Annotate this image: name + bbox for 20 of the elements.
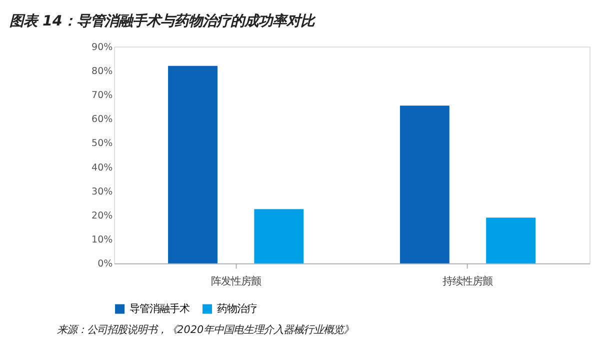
bar — [168, 66, 218, 264]
y-tick-label: 80% — [92, 66, 113, 77]
x-tick-label: 阵发性房颤 — [210, 276, 261, 288]
y-tick-label: 60% — [92, 114, 113, 126]
chart-title: 图表 14：导管消融手术与药物治疗的成功率对比 — [10, 12, 316, 30]
y-tick-label: 10% — [92, 234, 113, 246]
y-tick-label: 90% — [92, 42, 113, 53]
y-tick-label: 20% — [92, 210, 113, 222]
y-tick-label: 0% — [98, 258, 113, 270]
legend-label: 药物治疗 — [216, 302, 257, 315]
bar — [486, 218, 536, 264]
y-tick-label: 30% — [92, 186, 113, 198]
y-tick-label: 50% — [92, 138, 113, 150]
y-tick-label: 40% — [92, 162, 113, 174]
source-note: 来源：公司招股说明书，《2020年中国电生理介入器械行业概览》 — [57, 324, 354, 336]
bar — [400, 106, 450, 264]
y-tick-label: 70% — [92, 90, 113, 102]
x-tick-label: 持续性房颤 — [442, 276, 493, 288]
legend-label: 导管消融手术 — [129, 302, 190, 315]
bar — [254, 209, 304, 264]
